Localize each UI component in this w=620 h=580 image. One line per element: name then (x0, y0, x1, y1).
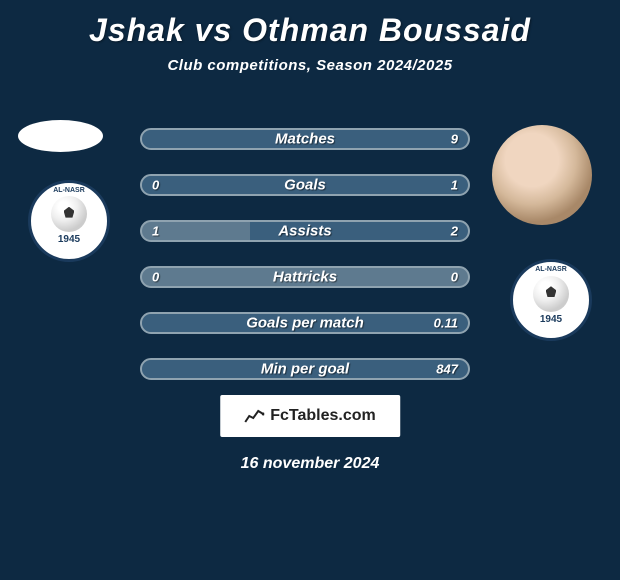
club-year: 1945 (58, 234, 80, 245)
footer-site-name: FcTables.com (270, 407, 376, 425)
stat-value-left: 0 (152, 178, 159, 193)
page-subtitle: Club competitions, Season 2024/2025 (0, 57, 620, 74)
stat-value-right: 2 (451, 224, 458, 239)
stat-bar: Min per goal 847 (140, 358, 470, 380)
stat-bar: Goals 0 1 (140, 174, 470, 196)
stats-container: Matches9Goals01Assists12Hattricks00Goals… (140, 128, 470, 404)
stat-label: Goals (284, 177, 326, 194)
stat-label: Matches (275, 131, 335, 148)
club-year: 1945 (540, 314, 562, 325)
stat-value-right: 0 (451, 270, 458, 285)
stat-value-left: 1 (152, 224, 159, 239)
footer-site-badge: FcTables.com (220, 395, 400, 437)
player-left-avatar (18, 120, 103, 152)
stat-value-right: 9 (451, 132, 458, 147)
club-name-top: AL-NASR (535, 266, 567, 273)
stat-value-left: 0 (152, 270, 159, 285)
stat-label: Min per goal (261, 361, 349, 378)
soccer-ball-icon (51, 196, 87, 232)
footer-date: 16 november 2024 (241, 455, 380, 473)
stat-value-right: 0.11 (434, 316, 458, 331)
fctables-logo-icon (244, 408, 264, 424)
stat-label: Goals per match (246, 315, 364, 332)
soccer-ball-icon (533, 276, 569, 312)
club-logo-left: AL-NASR 1945 (18, 178, 120, 263)
stat-value-right: 1 (451, 178, 458, 193)
stat-value-right: 847 (436, 362, 458, 377)
club-logo-right: AL-NASR 1945 (500, 255, 602, 345)
stat-label: Assists (278, 223, 331, 240)
club-badge: AL-NASR 1945 (510, 259, 592, 341)
stat-label: Hattricks (273, 269, 337, 286)
player-right-avatar (492, 125, 592, 225)
club-badge: AL-NASR 1945 (28, 180, 110, 262)
stat-bar: Matches 9 (140, 128, 470, 150)
stat-bar: Goals per match 0.11 (140, 312, 470, 334)
stat-bar: Hattricks 0 0 (140, 266, 470, 288)
page-title: Jshak vs Othman Boussaid (0, 0, 620, 49)
stat-bar: Assists 1 2 (140, 220, 470, 242)
club-name-top: AL-NASR (53, 187, 85, 194)
